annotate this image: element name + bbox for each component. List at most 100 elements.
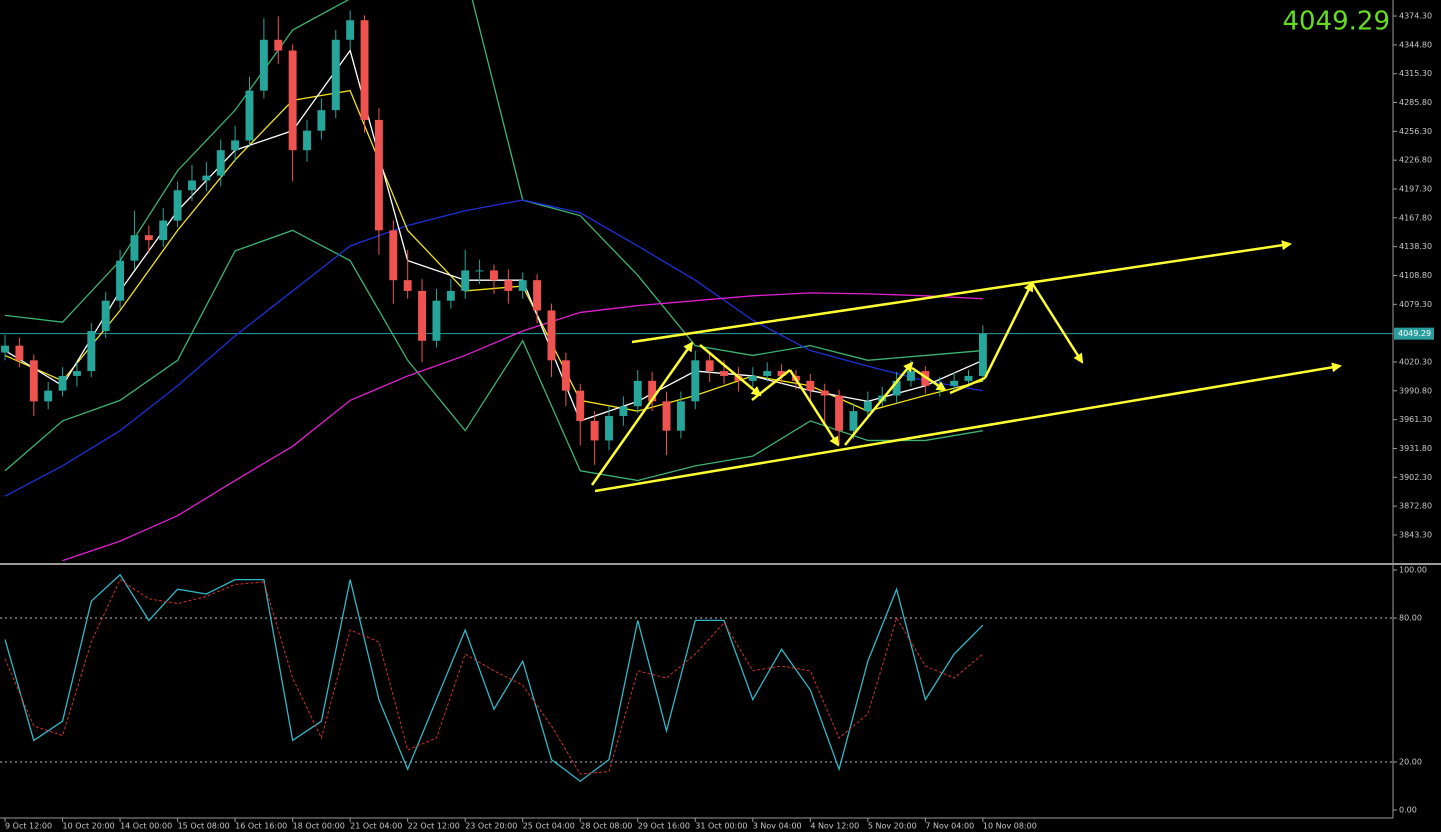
candle-body: [619, 406, 628, 417]
candle-body: [116, 260, 125, 301]
candle-body: [87, 330, 96, 372]
y-tick-label: 4079.30: [1399, 300, 1432, 309]
indicator-line: [4, 199, 983, 497]
x-tick-label: 15 Oct 08:00: [178, 822, 230, 831]
x-tick-label: 29 Oct 16:00: [638, 822, 690, 831]
axes: 3843.30 3872.80 3902.30 3931.80 3961.30 3990.…: [4, 12, 1434, 831]
x-tick-label: 9 Oct 12:00: [5, 822, 52, 831]
x-tick-label: 28 Oct 08:00: [580, 822, 632, 831]
y-tick-label: 4344.80: [1399, 40, 1432, 49]
y-tick-label: 0.00: [1399, 806, 1417, 815]
wave-arrow: [590, 341, 694, 486]
candle-body: [561, 360, 570, 391]
y-tick-label: 4374.30: [1399, 12, 1432, 21]
x-tick-label: 3 Nov 04:00: [753, 822, 802, 831]
wave-arrow: [844, 361, 914, 446]
candle-body: [101, 300, 110, 331]
candle-body: [978, 333, 987, 376]
candle-body: [806, 380, 815, 391]
y-tick-label: 100.00: [1399, 566, 1427, 575]
candle-body: [835, 395, 844, 431]
indicator-line: [4, 229, 983, 482]
y-tick-label: 4256.30: [1399, 127, 1432, 136]
indicator-line: [4, 0, 983, 361]
candle-body: [173, 190, 182, 221]
x-tick-label: 16 Oct 16:00: [235, 822, 287, 831]
current-price-label: 4049.29: [1398, 329, 1431, 338]
x-tick-label: 18 Oct 00:00: [293, 822, 345, 831]
candle-body: [374, 119, 383, 231]
y-tick-label: 3961.30: [1399, 415, 1432, 424]
candle-body: [461, 270, 470, 291]
y-tick-label: 4020.30: [1399, 357, 1432, 366]
candle-body: [691, 360, 700, 402]
candle-body: [15, 345, 24, 361]
current-price-tag: [1394, 327, 1434, 340]
x-tick-label: 5 Nov 20:00: [868, 822, 917, 831]
candle-body: [490, 270, 498, 281]
x-tick-label: 4 Nov 12:00: [810, 822, 859, 831]
candle-body: [950, 380, 959, 386]
candle-body: [188, 180, 196, 191]
x-tick-label: 25 Oct 04:00: [523, 822, 575, 831]
candle-body: [245, 90, 254, 141]
candle-body: [676, 401, 685, 431]
candle-body: [29, 360, 38, 402]
candle-body: [863, 401, 872, 412]
candle-body: [432, 300, 441, 341]
indicator-line: [4, 573, 984, 783]
candle-body: [907, 371, 915, 381]
candle-body: [144, 235, 153, 241]
candle-body: [231, 140, 240, 151]
indicator-line: [62, 292, 983, 562]
x-tick-label: 7 Nov 04:00: [925, 822, 974, 831]
wave-line: [751, 369, 791, 401]
candle-body: [159, 220, 168, 241]
candle-body: [403, 280, 412, 291]
candle-body: [720, 371, 728, 376]
candle-body: [317, 110, 326, 131]
x-tick-label: 10 Oct 20:00: [63, 822, 115, 831]
y-tick-label: 80.00: [1399, 614, 1422, 623]
candle-body: [389, 230, 398, 281]
wave-arrow: [788, 369, 840, 447]
candle-body: [1, 345, 9, 353]
candle-body: [202, 175, 211, 181]
candle-body: [662, 401, 671, 431]
current-price-display: 4049.29: [1282, 7, 1390, 37]
y-tick-label: 4108.80: [1399, 271, 1432, 280]
y-tick-label: 4285.80: [1399, 98, 1432, 107]
x-tick-label: 14 Oct 00:00: [120, 822, 172, 831]
x-tick-label: 10 Nov 08:00: [983, 822, 1037, 831]
candle-body: [259, 39, 268, 91]
y-tick-label: 4226.80: [1399, 156, 1432, 165]
x-tick-label: 22 Oct 12:00: [408, 822, 460, 831]
candle-body: [418, 290, 427, 341]
candle-body: [360, 20, 369, 120]
candle-body: [274, 39, 283, 51]
candle-body: [72, 371, 81, 376]
y-tick-label: 4167.80: [1399, 213, 1432, 222]
candle-body: [748, 375, 757, 381]
candle-body: [892, 380, 901, 396]
candle-body: [130, 235, 139, 261]
y-tick-label: 20.00: [1399, 758, 1422, 767]
candle-body: [504, 280, 513, 291]
trend-line: [631, 240, 1292, 344]
candle-body: [605, 416, 613, 441]
y-tick-label: 4315.30: [1399, 69, 1432, 78]
candle-body: [58, 375, 67, 391]
candle-body: [820, 390, 829, 396]
candle-body: [633, 380, 642, 407]
candle-body: [288, 50, 297, 151]
candle-body: [576, 390, 585, 421]
candle-body: [216, 150, 225, 176]
candle-body: [590, 420, 599, 441]
y-tick-label: 4138.30: [1399, 242, 1432, 251]
candle-body: [346, 20, 355, 40]
candle-body: [964, 375, 973, 381]
y-tick-label: 3872.80: [1399, 502, 1432, 511]
candle-body: [533, 280, 542, 311]
